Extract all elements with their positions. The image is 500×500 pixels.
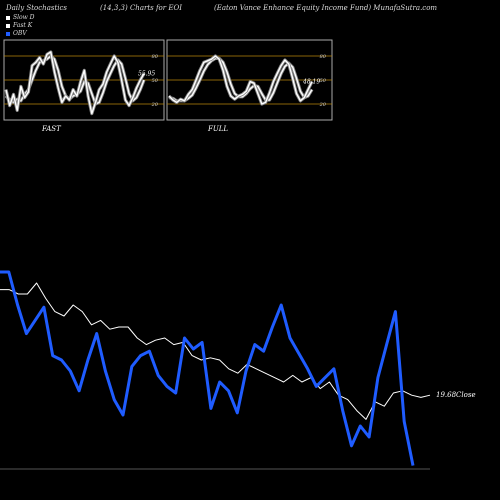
level-tick-label: 20 xyxy=(319,102,327,108)
level-tick-label: 80 xyxy=(320,54,327,60)
series-line-slow-k xyxy=(168,55,313,105)
last-value-label: 55.95 xyxy=(138,71,155,78)
obv-line xyxy=(0,270,415,466)
stochastic-panel-fast: 80 50 20 55.95 FAST xyxy=(3,39,165,133)
legend-label: Slow D xyxy=(13,14,35,21)
close-value-label: 19.68Close xyxy=(436,391,476,399)
series-line-fast-k xyxy=(5,51,145,115)
legend-item-fast-k: Fast K xyxy=(6,22,32,29)
stochastic-panel-full: 80 50 20 48.19 FULL xyxy=(166,39,333,133)
panel-title: FAST xyxy=(41,125,62,133)
legend-item-obv: OBV xyxy=(6,30,27,37)
level-tick-label: 50 xyxy=(152,78,159,84)
legend-label: OBV xyxy=(13,30,27,37)
panel-title: FULL xyxy=(207,125,228,133)
legend-label: Fast K xyxy=(13,22,33,29)
level-tick-label: 20 xyxy=(151,102,159,108)
legend-swatch xyxy=(6,15,10,20)
legend-swatch xyxy=(6,23,10,28)
close-price-line xyxy=(0,282,431,420)
legend-item-slow-d: Slow D xyxy=(6,14,35,21)
price-obv-panel: 19.68Close xyxy=(0,270,476,470)
level-tick-label: 80 xyxy=(152,54,159,60)
header-left: Daily Stochastics xyxy=(6,4,68,12)
legend-swatch xyxy=(6,31,10,36)
level-tick-label: 50 xyxy=(320,78,327,84)
header-right: (Eaton Vance Enhance Equity Income Fund)… xyxy=(214,4,438,12)
header-center: (14,3,3) Charts for EOI xyxy=(100,4,182,12)
last-value-label: 48.19 xyxy=(302,79,320,86)
